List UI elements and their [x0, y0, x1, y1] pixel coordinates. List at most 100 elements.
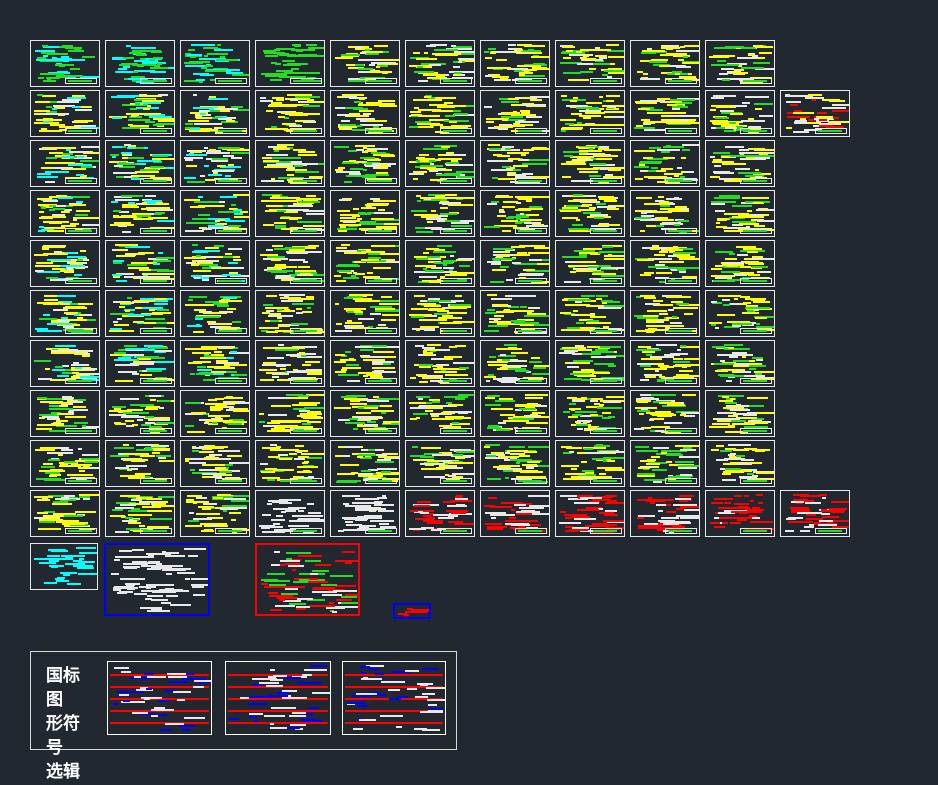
drawing-sheet[interactable]: [30, 40, 100, 87]
drawing-sheet[interactable]: [180, 390, 250, 437]
drawing-sheet[interactable]: [180, 90, 250, 137]
drawing-sheet[interactable]: [30, 240, 100, 287]
drawing-sheet[interactable]: [105, 90, 175, 137]
drawing-sheet[interactable]: [405, 240, 475, 287]
drawing-sheet[interactable]: [330, 340, 400, 387]
drawing-sheet[interactable]: [105, 40, 175, 87]
drawing-sheet[interactable]: [630, 140, 700, 187]
drawing-sheet[interactable]: [330, 290, 400, 337]
drawing-sheet[interactable]: [630, 190, 700, 237]
drawing-sheet[interactable]: [705, 140, 775, 187]
drawing-sheet[interactable]: [630, 340, 700, 387]
drawing-sheet[interactable]: [555, 190, 625, 237]
small-red-block[interactable]: [393, 603, 431, 619]
drawing-sheet[interactable]: [705, 490, 775, 537]
drawing-sheet[interactable]: [30, 390, 100, 437]
drawing-sheet[interactable]: [480, 290, 550, 337]
drawing-sheet[interactable]: [330, 190, 400, 237]
drawing-sheet[interactable]: [180, 240, 250, 287]
drawing-sheet[interactable]: [330, 440, 400, 487]
drawing-sheet[interactable]: [330, 140, 400, 187]
drawing-sheet[interactable]: [105, 390, 175, 437]
drawing-sheet[interactable]: [630, 40, 700, 87]
drawing-sheet[interactable]: [180, 40, 250, 87]
drawing-sheet[interactable]: [30, 90, 100, 137]
drawing-sheet[interactable]: [705, 340, 775, 387]
drawing-sheet[interactable]: [30, 490, 100, 537]
drawing-sheet[interactable]: [30, 340, 100, 387]
drawing-sheet[interactable]: [180, 440, 250, 487]
drawing-sheet[interactable]: [405, 440, 475, 487]
drawing-sheet[interactable]: [480, 240, 550, 287]
drawing-sheet[interactable]: [405, 290, 475, 337]
drawing-sheet[interactable]: [630, 240, 700, 287]
drawing-sheet[interactable]: [630, 440, 700, 487]
drawing-sheet[interactable]: [255, 490, 325, 537]
drawing-sheet[interactable]: [405, 90, 475, 137]
drawing-sheet[interactable]: [705, 390, 775, 437]
drawing-sheet[interactable]: [705, 40, 775, 87]
drawing-sheet[interactable]: [480, 440, 550, 487]
drawing-sheet[interactable]: [405, 490, 475, 537]
drawing-sheet[interactable]: [555, 340, 625, 387]
drawing-sheet[interactable]: [555, 140, 625, 187]
drawing-sheet[interactable]: [180, 140, 250, 187]
drawing-sheet[interactable]: [555, 390, 625, 437]
drawing-sheet[interactable]: [330, 40, 400, 87]
drawing-sheet[interactable]: [705, 290, 775, 337]
drawing-sheet[interactable]: [330, 240, 400, 287]
drawing-sheet[interactable]: [480, 140, 550, 187]
drawing-sheet[interactable]: [405, 390, 475, 437]
drawing-sheet[interactable]: [255, 90, 325, 137]
symbol-table-sheet[interactable]: [342, 661, 446, 735]
drawing-sheet[interactable]: [30, 290, 100, 337]
symbol-table-sheet[interactable]: [225, 661, 331, 735]
drawing-sheet[interactable]: [405, 340, 475, 387]
drawing-sheet[interactable]: [705, 440, 775, 487]
drawing-sheet[interactable]: [105, 440, 175, 487]
drawing-sheet[interactable]: [105, 290, 175, 337]
drawing-sheet[interactable]: [330, 90, 400, 137]
drawing-sheet[interactable]: [105, 240, 175, 287]
drawing-sheet[interactable]: [180, 190, 250, 237]
red-symbol-sheet[interactable]: [255, 543, 360, 616]
drawing-sheet[interactable]: [630, 90, 700, 137]
drawing-sheet[interactable]: [555, 90, 625, 137]
drawing-sheet[interactable]: [705, 190, 775, 237]
symbol-table-sheet[interactable]: [107, 661, 212, 735]
drawing-sheet[interactable]: [705, 240, 775, 287]
drawing-sheet[interactable]: [480, 90, 550, 137]
drawing-sheet[interactable]: [180, 290, 250, 337]
drawing-sheet[interactable]: [255, 190, 325, 237]
drawing-sheet[interactable]: [480, 390, 550, 437]
drawing-sheet[interactable]: [180, 340, 250, 387]
drawing-sheet[interactable]: [255, 290, 325, 337]
blue-symbol-sheet[interactable]: [104, 543, 210, 616]
drawing-sheet[interactable]: [630, 290, 700, 337]
drawing-sheet[interactable]: [105, 190, 175, 237]
drawing-sheet[interactable]: [555, 490, 625, 537]
drawing-sheet[interactable]: [255, 340, 325, 387]
drawing-sheet[interactable]: [255, 440, 325, 487]
drawing-sheet[interactable]: [480, 190, 550, 237]
drawing-sheet[interactable]: [630, 490, 700, 537]
drawing-sheet[interactable]: [480, 40, 550, 87]
drawing-sheet[interactable]: [480, 340, 550, 387]
drawing-sheet[interactable]: [105, 490, 175, 537]
drawing-sheet[interactable]: [255, 40, 325, 87]
cyan-equipment-sheet[interactable]: [30, 543, 98, 590]
drawing-sheet[interactable]: [480, 490, 550, 537]
drawing-sheet[interactable]: [330, 390, 400, 437]
drawing-sheet[interactable]: [180, 490, 250, 537]
drawing-sheet[interactable]: [255, 240, 325, 287]
drawing-sheet[interactable]: [255, 140, 325, 187]
drawing-sheet[interactable]: [330, 490, 400, 537]
drawing-sheet[interactable]: [555, 240, 625, 287]
drawing-sheet[interactable]: [405, 140, 475, 187]
drawing-sheet[interactable]: [705, 90, 775, 137]
drawing-sheet[interactable]: [30, 140, 100, 187]
drawing-sheet[interactable]: [780, 490, 850, 537]
drawing-sheet[interactable]: [780, 90, 850, 137]
drawing-sheet[interactable]: [30, 440, 100, 487]
drawing-sheet[interactable]: [405, 190, 475, 237]
